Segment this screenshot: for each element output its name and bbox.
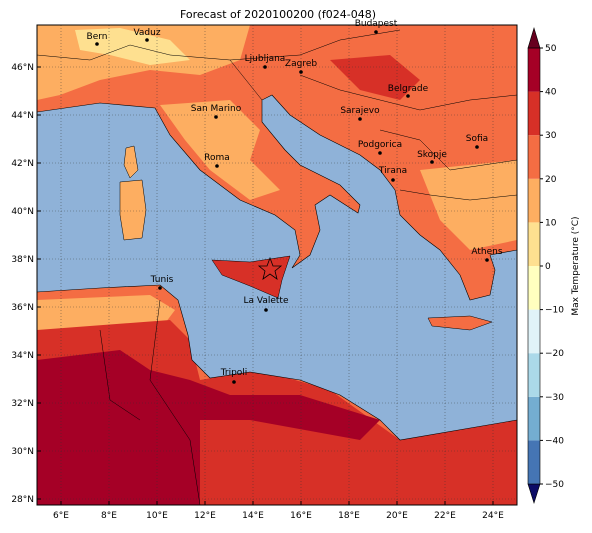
x-tick-label: 8°E [101,511,117,521]
cities: Bern Vaduz Budapest Ljubljana Zagreb Bel… [87,19,503,384]
city-label: Belgrade [388,84,429,94]
x-tick-label: 12°E [194,511,216,521]
frame [36,24,518,506]
colorbar-segment [528,222,540,266]
colorbar-tick-label: −50 [545,480,564,490]
x-tick-label: 22°E [434,511,456,521]
colorbar-tick-label: 50 [545,44,557,54]
x-tick-label: 6°E [53,511,69,521]
colorbar-segment [528,440,540,484]
colorbar-segment [528,309,540,354]
colorbar-segment [528,353,540,397]
x-tick-label: 14°E [242,511,264,521]
city-label: Skopje [417,150,447,160]
y-tick-label: 30°N [11,447,34,457]
colorbar-under [527,483,541,504]
city-dot [264,308,268,312]
colorbar-tick-label: 0 [545,262,551,272]
city-dot [485,258,489,262]
colorbar-segment [528,135,540,179]
title: Forecast of 2020100200 (f024-048) [180,8,376,21]
city-dot [263,65,267,69]
y-tick-label: 34°N [11,351,34,361]
y-tick-label: 40°N [11,207,34,217]
city-dot [430,160,434,164]
colorbar-tick-label: 10 [545,218,557,228]
x-tick-label: 16°E [290,511,312,521]
city-dot [232,380,236,384]
y-tick-label: 38°N [11,255,34,265]
x-tick-label: 24°E [482,511,504,521]
star-marker [257,256,283,280]
colorbar-tick-label: 20 [545,175,557,185]
city-dot [145,38,149,42]
colorbar-tick-label: 40 [545,88,557,98]
city-label: Tunis [150,275,174,285]
city-label: San Marino [191,104,242,114]
colorbar-tick-label: −40 [545,436,564,446]
colorbar-tick-label: −20 [545,349,564,359]
colorbar-tick-label: 30 [545,131,557,141]
colorbar-tick-label: −30 [545,393,564,403]
x-tick-label: 20°E [386,511,408,521]
city-label: Budapest [355,19,398,29]
city-dot [475,145,479,149]
city-dot [158,286,162,290]
city-label: Zagreb [285,59,317,69]
city-dot [299,70,303,74]
y-tick-label: 32°N [11,399,34,409]
city-dot [95,42,99,46]
city-label: Sarajevo [340,106,380,116]
y-tick-label: 44°N [11,111,34,121]
city-dot [391,178,395,182]
colorbar-segment [528,91,540,136]
city-label: Athens [471,247,502,257]
y-tick-label: 36°N [11,303,34,313]
x-tick-label: 18°E [338,511,360,521]
map-area [37,25,517,505]
city-dot [378,151,382,155]
graticule: 6°E 8°E 10°E 12°E 14°E 16°E 18°E 20°E 22°E 24°E 28… [11,25,517,521]
colorbar-segment [528,396,540,441]
city-label: La Valette [244,296,289,306]
city-label: Tirana [378,166,407,176]
colorbar-segment [528,266,540,310]
city-dot [214,115,218,119]
colorbar-tick-label: −10 [545,306,564,316]
city-label: Tripoli [220,368,248,378]
city-label: Vaduz [133,28,160,38]
colorbar-segment [528,48,540,92]
city-dot [358,117,362,121]
y-tick-label: 42°N [11,159,34,169]
city-label: Podgorica [358,140,402,150]
city-dot [215,164,219,168]
city-label: Sofia [466,134,488,144]
city-dot [406,94,410,98]
colorbar-label: Max Temperature (°C) [571,216,581,315]
y-tick-label: 28°N [11,495,34,505]
colorbar-segment [528,178,540,223]
city-label: Roma [204,153,230,163]
city-label: Bern [87,32,108,42]
x-tick-label: 10°E [146,511,168,521]
city-dot [374,30,378,34]
colorbar: −50 −40 −30 −20 −10 0 10 20 30 40 50 [527,26,564,504]
y-tick-label: 46°N [11,63,34,73]
city-label: Ljubljana [245,54,286,64]
